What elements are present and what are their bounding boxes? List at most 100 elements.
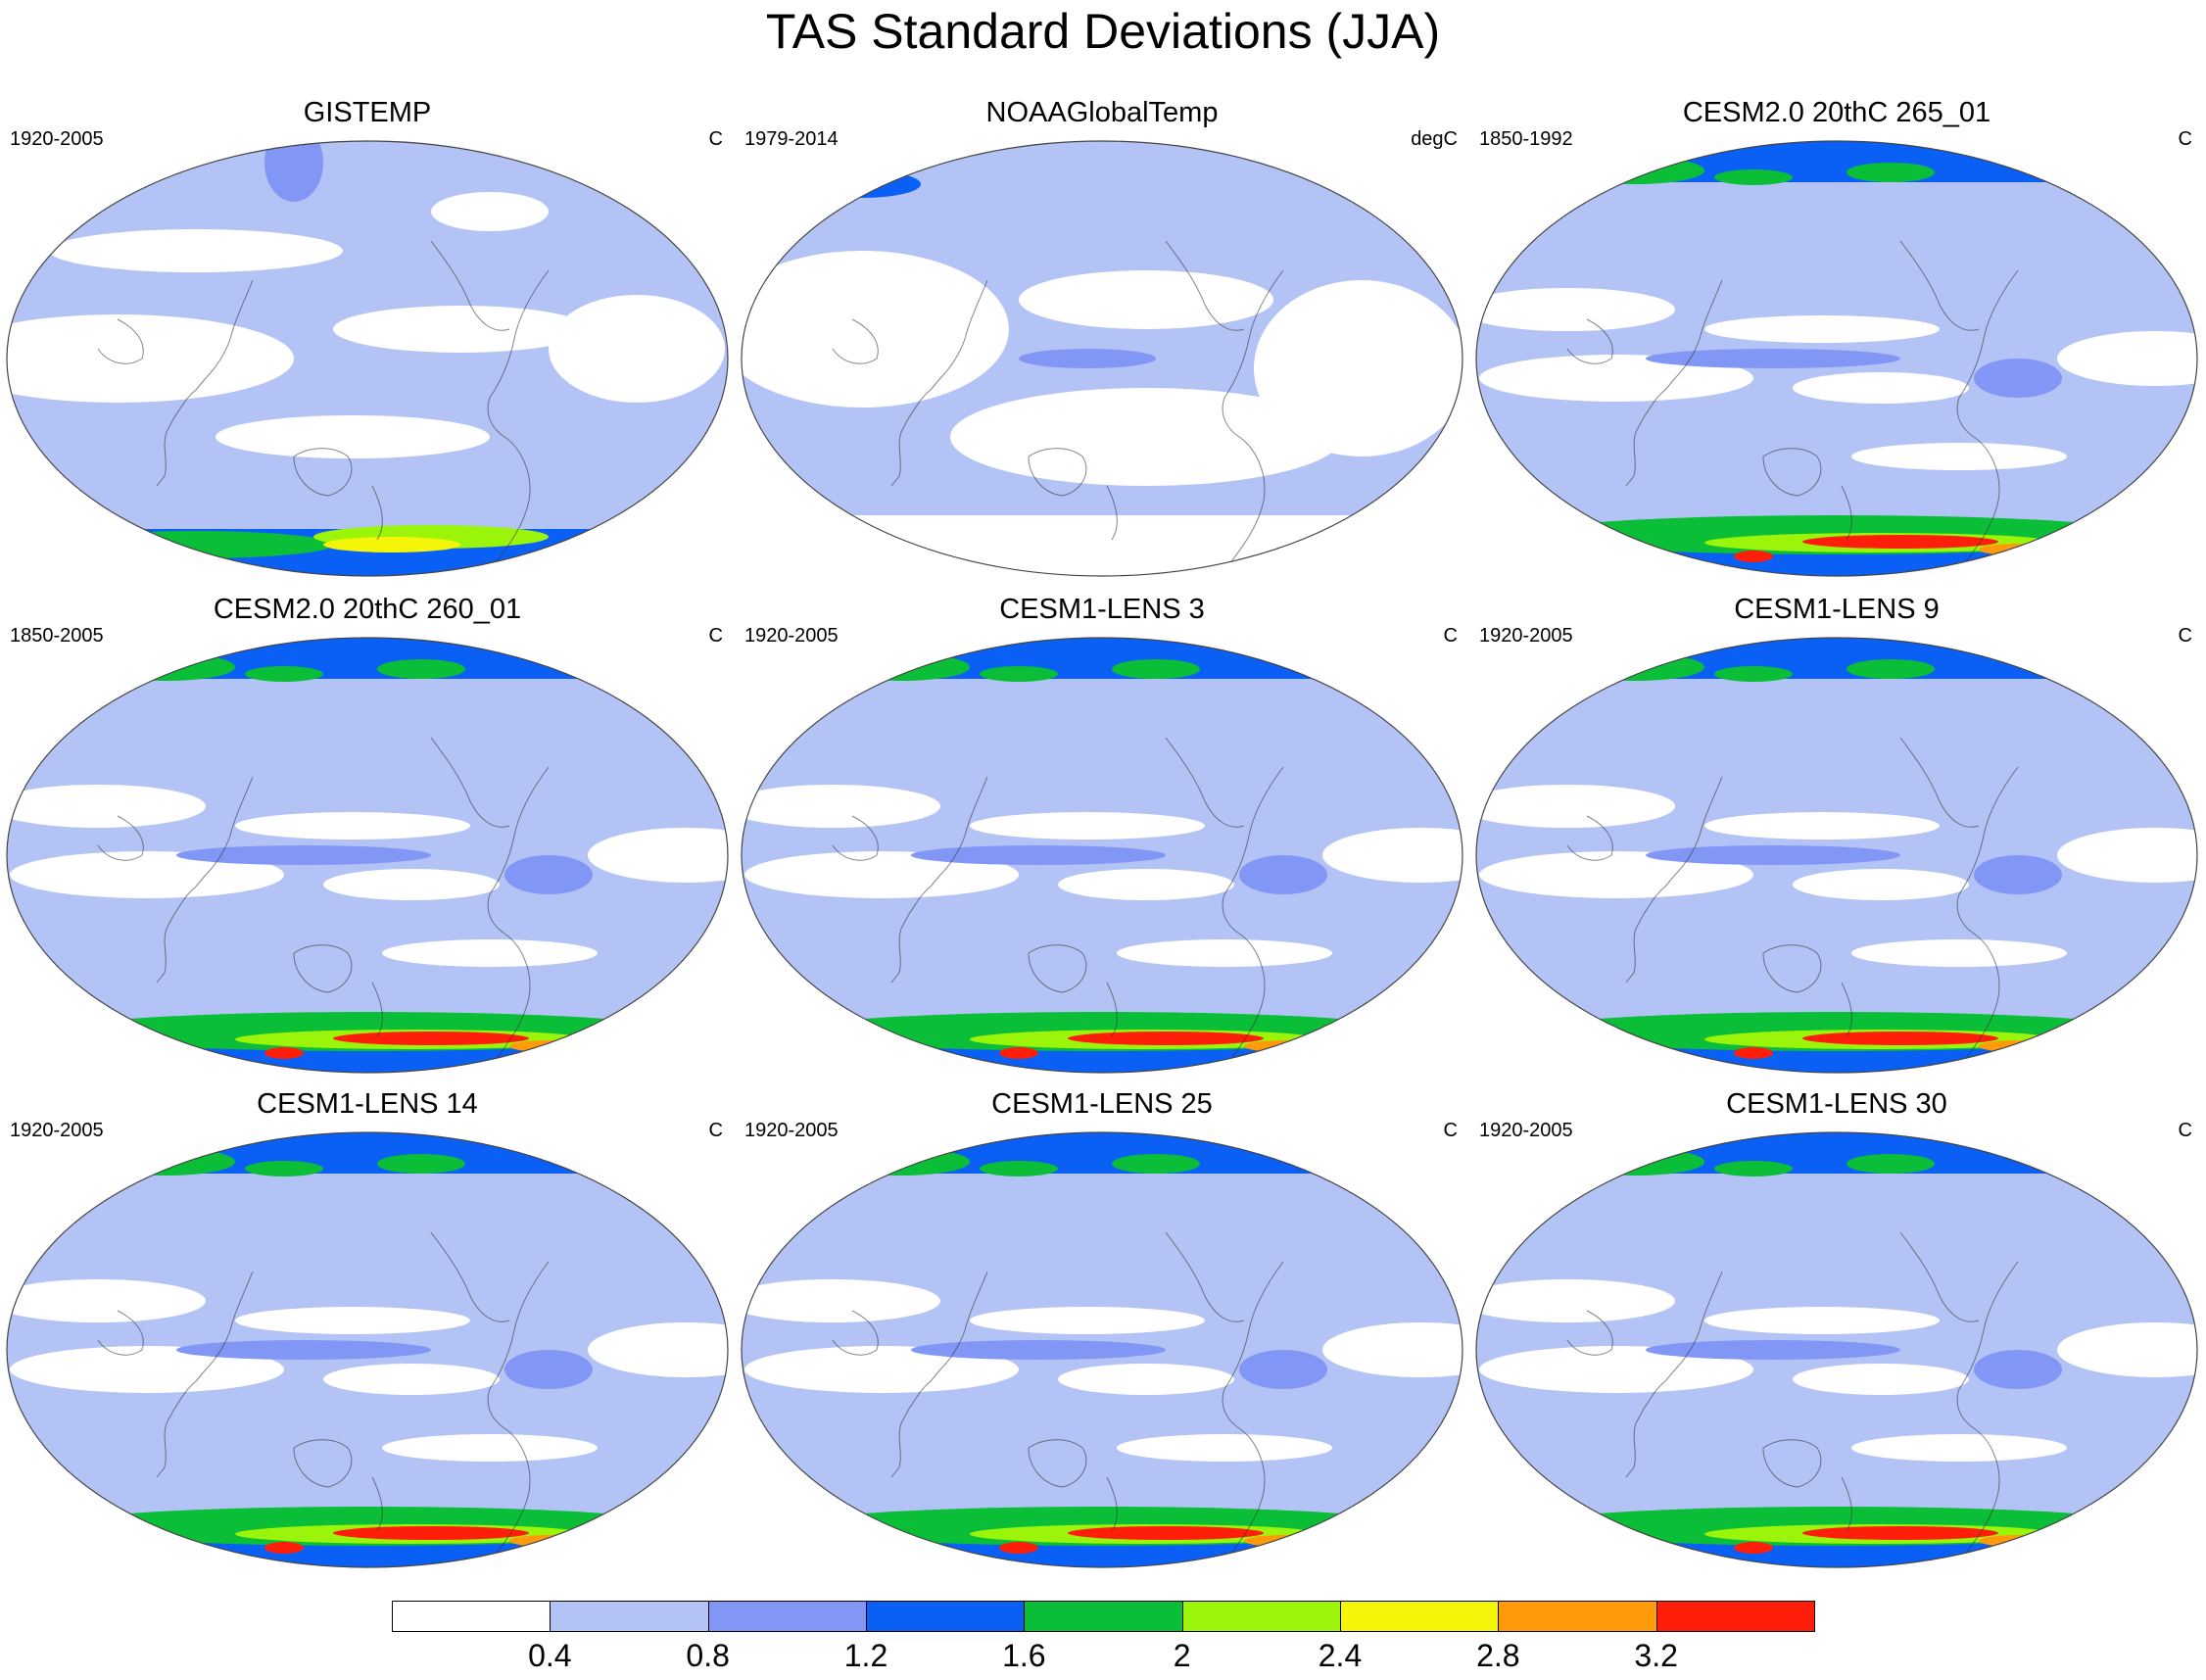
coastline: [1106, 485, 1118, 541]
low-variance-ocean: [333, 306, 588, 353]
canada-high-variance: [1846, 1154, 1935, 1174]
antarctic-sea-ice: [59, 531, 333, 558]
map-panel-lens25: CESM1-LENS 25 1920-2005 C: [735, 1087, 1469, 1577]
antarctic-peak: [1979, 544, 2057, 555]
antarctic-peak: [1979, 1040, 2057, 1052]
low-variance-ocean: [1793, 372, 1969, 404]
low-variance-ocean: [1058, 869, 1234, 900]
panel-units: C: [708, 128, 723, 150]
low-variance-ocean: [1793, 869, 1969, 900]
low-variance-ocean: [742, 1279, 940, 1322]
coastline: [97, 318, 144, 364]
canada-high-variance: [1112, 659, 1200, 679]
map-outline: [6, 1131, 729, 1568]
andes-variance: [1974, 1350, 2062, 1389]
antarctic-peak: [264, 1047, 304, 1059]
coastline: [1762, 944, 1822, 993]
coastline: [832, 815, 879, 861]
colorbar-swatch: [1024, 1601, 1183, 1632]
panel-title: CESM1-LENS 3: [999, 594, 1205, 625]
coastline: [156, 776, 254, 984]
antarctic-peak: [1979, 1535, 2057, 1547]
eurasia-variance: [803, 170, 921, 198]
coastline: [430, 1231, 510, 1322]
low-variance-ocean: [588, 1322, 728, 1377]
colorbar-swatch: [1181, 1601, 1341, 1632]
panel-title: CESM2.0 20thC 260_01: [213, 594, 522, 625]
colorbar-swatch: [1498, 1601, 1657, 1632]
globe-map: [741, 1131, 1463, 1568]
antarctic-peak: [999, 1047, 1038, 1059]
low-variance-ocean: [1851, 1434, 2067, 1462]
panel-units: C: [708, 625, 723, 647]
coastline: [832, 318, 879, 364]
panel-period: 1920-2005: [744, 1120, 839, 1141]
map-outline: [1475, 1131, 2198, 1568]
low-variance-ocean: [431, 192, 549, 231]
map-outline: [741, 140, 1463, 577]
canada-high-variance: [1846, 659, 1935, 679]
low-variance-ocean: [1322, 828, 1463, 883]
coastline: [1841, 485, 1852, 541]
low-variance-ocean: [49, 229, 343, 272]
canada-high-variance: [377, 659, 465, 679]
canada-high-variance: [1846, 163, 1935, 182]
coastline: [156, 279, 254, 487]
low-variance-ocean: [323, 1364, 500, 1395]
panel-title: CESM1-LENS 14: [257, 1088, 478, 1120]
coastline: [1625, 776, 1723, 984]
low-variance-ocean: [1704, 315, 1940, 343]
globe-map: [1475, 1131, 2198, 1568]
panel-units: C: [1443, 625, 1458, 647]
map-panel-gistemp: GISTEMP 1920-2005 C: [0, 96, 735, 586]
panel-title: CESM1-LENS 30: [1726, 1088, 1947, 1120]
siberia-high-variance: [1567, 653, 1704, 681]
coastline: [1762, 448, 1822, 497]
low-variance-ocean: [950, 388, 1342, 486]
antarctic-peak: [999, 1542, 1038, 1554]
low-variance-ocean: [1322, 1322, 1463, 1377]
globe-map: [6, 1131, 729, 1568]
coastline: [1899, 240, 1980, 331]
colorbar-tick-label: 3.2: [1634, 1638, 1678, 1673]
andes-variance: [1974, 359, 2062, 398]
siberia-high-variance: [1567, 1148, 1704, 1176]
coastline: [156, 1271, 254, 1478]
coastline: [1028, 944, 1087, 993]
antarctic-peak: [1068, 1032, 1264, 1045]
siberia-high-variance: [1567, 157, 1704, 184]
siberia-high-variance: [833, 653, 970, 681]
coastline: [430, 240, 510, 331]
low-variance-ocean: [1851, 443, 2067, 470]
map-panel-lens3: CESM1-LENS 3 1920-2005 C: [735, 593, 1469, 1082]
colorbar-tick-label: 2.4: [1318, 1638, 1363, 1673]
coastline: [1222, 269, 1284, 565]
low-variance-ocean: [970, 812, 1205, 840]
coastline: [1165, 240, 1245, 331]
low-variance-ocean: [1476, 785, 1675, 828]
low-variance-ocean: [1117, 939, 1332, 967]
coastline: [1106, 1476, 1118, 1532]
siberia-high-variance: [98, 653, 235, 681]
coastline: [890, 1271, 988, 1478]
eurasia-high-variance: [980, 1161, 1058, 1176]
enso-tongue: [1646, 1340, 1900, 1360]
colorbar: [392, 1601, 1815, 1636]
low-variance-ocean: [1704, 812, 1940, 840]
panel-period: 1920-2005: [744, 625, 839, 647]
coastline: [1106, 982, 1118, 1037]
coastline: [371, 982, 383, 1037]
coastline: [890, 776, 988, 984]
panel-period: 1920-2005: [1479, 1120, 1573, 1141]
globe-map: [6, 140, 729, 577]
eurasia-high-variance: [980, 666, 1058, 682]
antarctic-peak: [509, 1535, 588, 1547]
colorbar-tick-label: 1.2: [843, 1638, 888, 1673]
coastline: [97, 1310, 144, 1356]
low-variance-ocean: [323, 869, 500, 900]
map-outline: [741, 637, 1463, 1074]
coastline: [1899, 1231, 1980, 1322]
map-panel-noaa: NOAAGlobalTemp 1979-2014 degC: [735, 96, 1469, 586]
antarctic-peak: [1734, 1542, 1773, 1554]
antarctic-peak: [264, 1542, 304, 1554]
